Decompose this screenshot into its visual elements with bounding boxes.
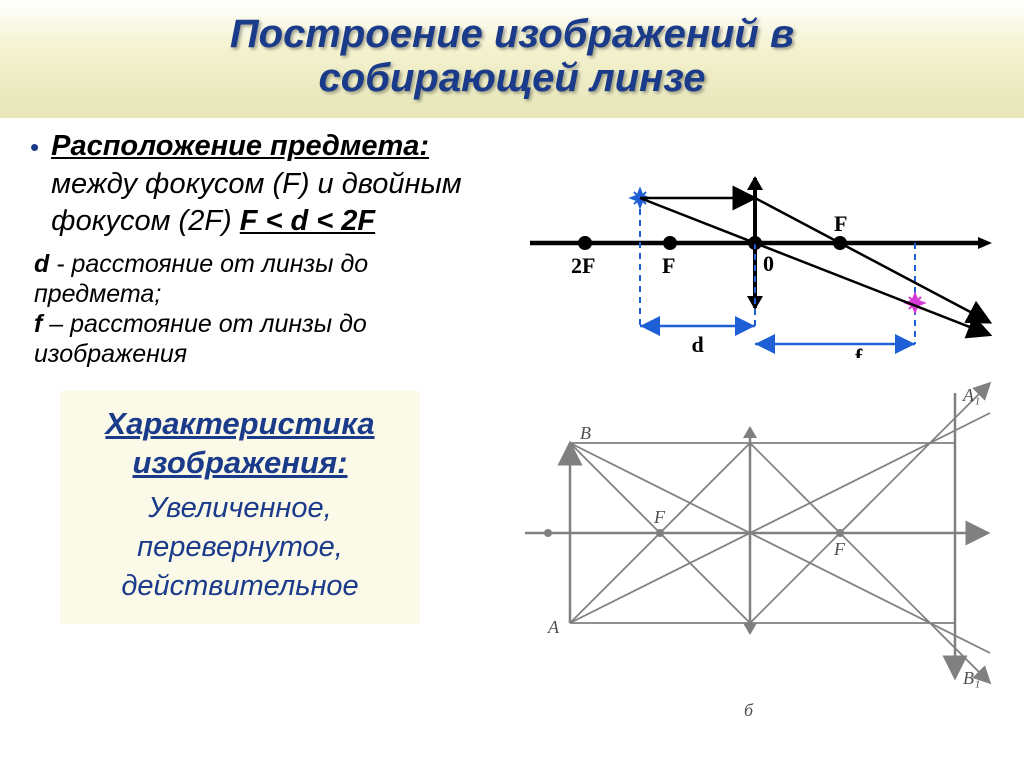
svg-text:A: A [547, 617, 560, 637]
lens-diagram-bottom: A B A₁ B₁ F Fб [510, 368, 1000, 728]
page-title: Построение изображений в собирающей линз… [0, 12, 1024, 100]
char-title-l1: Характеристика [105, 406, 374, 441]
svg-text:B: B [580, 423, 591, 443]
title-band: Построение изображений в собирающей линз… [0, 0, 1024, 118]
svg-text:d: d [692, 332, 704, 357]
lens-diagram-top: 2F F 0 Fd f [510, 148, 1000, 358]
left-column: • Расположение предмета: между фокусом (… [30, 128, 510, 728]
svg-text:F: F [662, 253, 675, 278]
diagram2-svg: A B A₁ B₁ F Fб [510, 368, 1000, 728]
definitions-block: d - расстояние от линзы до предмета; f –… [34, 249, 502, 369]
char-body-l2: перевернутое, [137, 531, 343, 563]
svg-text:F: F [834, 211, 847, 236]
svg-text:B₁: B₁ [963, 668, 980, 688]
position-block: • Расположение предмета: между фокусом (… [30, 128, 502, 241]
position-heading: Расположение предмета: [51, 130, 429, 162]
svg-text:2F: 2F [571, 253, 595, 278]
def-d-text: - расстояние от линзы до предмета; [34, 250, 368, 308]
characteristics-body: Увеличенное, перевернутое, действительно… [78, 489, 402, 606]
char-title-l2: изображения: [133, 445, 348, 480]
title-line-1: Построение изображений в [230, 12, 794, 56]
svg-text:б: б [744, 700, 754, 720]
diagram1-svg: 2F F 0 Fd f [510, 148, 1000, 358]
characteristics-title: Характеристика изображения: [78, 405, 402, 483]
def-d-sym: d [34, 250, 49, 278]
char-body-l3: действительное [121, 570, 358, 602]
svg-text:f: f [855, 344, 863, 358]
def-f-text: – расстояние от линзы до изображения [34, 310, 367, 368]
title-line-2: собирающей линзе [319, 56, 706, 100]
content-area: • Расположение предмета: между фокусом (… [0, 118, 1024, 728]
svg-text:0: 0 [763, 251, 774, 276]
bullet-icon: • [30, 132, 39, 241]
svg-text:A₁: A₁ [962, 385, 980, 405]
svg-text:F: F [833, 539, 846, 559]
characteristics-box: Характеристика изображения: Увеличенное,… [60, 391, 420, 624]
right-column: 2F F 0 Fd f A B A₁ B₁ F Fб [510, 128, 1000, 728]
position-formula: F < d < 2F [240, 205, 375, 237]
char-body-l1: Увеличенное, [148, 492, 331, 524]
position-text: Расположение предмета: между фокусом (F)… [51, 128, 502, 241]
svg-text:F: F [653, 507, 666, 527]
